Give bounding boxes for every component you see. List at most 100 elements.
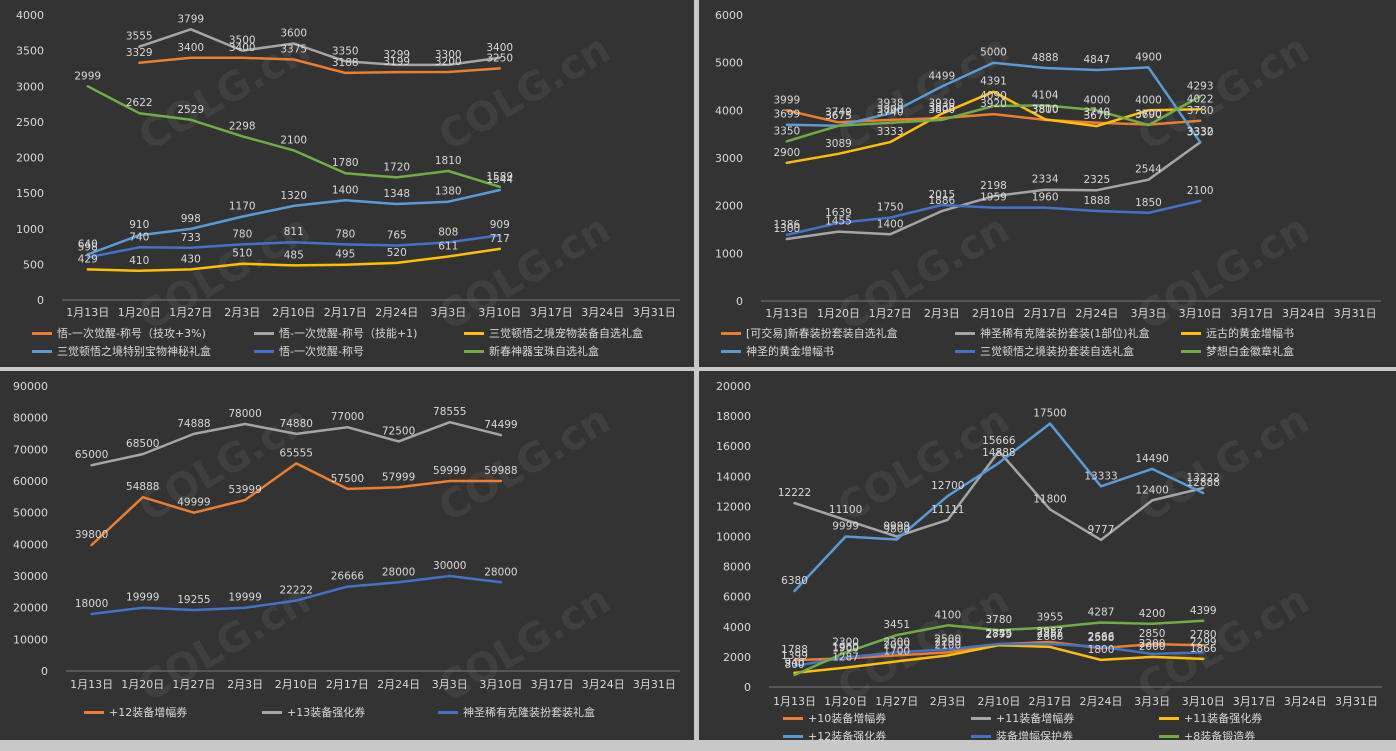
- x-tick-label: 1月27日: [869, 307, 912, 320]
- data-label: 3800: [877, 104, 904, 116]
- legend-swatch: [464, 331, 484, 335]
- data-label: 808: [438, 226, 458, 238]
- data-label: 2100: [934, 639, 961, 651]
- data-label: 9999: [832, 521, 859, 533]
- data-label: 2299: [934, 636, 961, 648]
- legend-item: 悟-一次觉醒-称号（技能+1): [254, 326, 417, 342]
- data-label: 3555: [126, 31, 153, 43]
- data-label: 3938: [877, 97, 904, 109]
- data-label: 2855: [986, 628, 1013, 640]
- x-tick-label: 1月20日: [121, 678, 164, 691]
- data-label: 2779: [986, 629, 1013, 641]
- data-label: 1399: [781, 650, 808, 662]
- x-tick-label: 1月20日: [118, 306, 161, 319]
- y-tick-label: 6000: [723, 591, 751, 604]
- y-tick-label: 18000: [716, 410, 751, 423]
- legend-swatch: [1181, 349, 1201, 353]
- data-label: 26666: [331, 571, 365, 583]
- x-tick-label: 2月17日: [324, 306, 367, 319]
- legend-item: 悟-一次觉醒-称号: [254, 344, 364, 360]
- data-label: 520: [387, 247, 407, 259]
- legend-swatch: [1181, 331, 1201, 335]
- data-label: 4104: [1032, 89, 1059, 101]
- legend-swatch: [438, 710, 458, 714]
- data-label: 57999: [382, 471, 415, 483]
- data-label: 3780: [986, 614, 1013, 626]
- chart-panel-bottom-left: COLG.cn COLG.cn COLG.cn COLG.cn 0 10000 20000 3…: [0, 371, 694, 740]
- data-label: 3451: [883, 619, 910, 631]
- data-label: 4000: [1135, 94, 1162, 106]
- data-label: 3600: [280, 28, 307, 40]
- chart-canvas: 0 1000 2000 3000 4000 5000 6000 1月13日 1月20日 1月27日…: [715, 9, 1381, 320]
- y-tick-label: 0: [41, 665, 48, 678]
- series-line-3: [785, 61, 1202, 144]
- data-label: 4847: [1083, 54, 1110, 66]
- x-tick-label: 3月24日: [582, 678, 625, 691]
- legend-label: 悟-一次觉醒-称号（技攻+3%): [57, 327, 206, 340]
- x-tick-label: 3月10日: [1179, 307, 1222, 320]
- x-tick-label: 2月3日: [224, 306, 260, 319]
- data-label: 3690: [1135, 109, 1162, 121]
- legend-swatch: [262, 710, 282, 714]
- data-label: 1700: [883, 645, 910, 657]
- series-line-0: [90, 462, 503, 547]
- legend: 悟-一次觉醒-称号（技攻+3%) 悟-一次觉醒-称号（技能+1) 三觉顿悟之境宠物装…: [0, 326, 694, 366]
- data-label: 4090: [980, 90, 1007, 102]
- x-tick-label: 3月10日: [479, 678, 522, 691]
- legend-item: +11装备增幅券: [971, 711, 1074, 727]
- series-line-4: [86, 233, 502, 259]
- y-tick-label: 4000: [723, 621, 751, 634]
- data-label: 2500: [934, 633, 961, 645]
- data-label: 3299: [383, 49, 410, 61]
- data-label: 1780: [332, 157, 359, 169]
- data-label: 2100: [280, 134, 307, 146]
- data-label: 811: [284, 226, 304, 238]
- data-label: 9800: [883, 524, 910, 536]
- data-label: 49999: [177, 497, 210, 509]
- x-tick-label: 1月27日: [172, 678, 215, 691]
- legend-label: 三觉顿悟之境宠物装备自选礼盒: [489, 327, 643, 340]
- legend-swatch: [955, 349, 975, 353]
- data-label: 3188: [332, 57, 359, 69]
- data-label: 3780: [1187, 105, 1214, 117]
- data-label: 429: [78, 253, 98, 265]
- data-label: 3920: [980, 98, 1007, 110]
- data-label: 4499: [928, 71, 955, 83]
- data-label: 1544: [486, 174, 513, 186]
- x-tick-label: 2月3日: [930, 695, 966, 708]
- y-tick-label: 80000: [13, 412, 48, 425]
- y-tick-label: 3000: [16, 80, 44, 93]
- data-label: 22222: [280, 585, 313, 597]
- data-label: 59999: [433, 465, 466, 477]
- data-label: 3089: [825, 138, 852, 150]
- legend-item: +8装备锻造券: [1159, 729, 1255, 745]
- y-tick-label: 4000: [715, 104, 743, 117]
- data-label: 4022: [1187, 93, 1214, 105]
- data-label: 3350: [773, 125, 800, 137]
- x-tick-label: 1月13日: [765, 307, 808, 320]
- data-label: 17500: [1033, 408, 1066, 420]
- data-label: 2099: [883, 639, 910, 651]
- data-label: 1400: [877, 218, 904, 230]
- data-label: 11100: [829, 504, 862, 516]
- data-label: 740: [129, 231, 149, 243]
- y-tick-label: 30000: [13, 570, 48, 583]
- series-line-4: [785, 199, 1202, 237]
- data-label: 3333: [877, 126, 904, 138]
- y-tick-label: 2000: [723, 651, 751, 664]
- y-tick-label: 60000: [13, 475, 48, 488]
- legend-label: +10装备增幅券: [808, 712, 887, 725]
- data-label: 3400: [229, 42, 256, 54]
- x-tick-label: 3月24日: [1282, 307, 1325, 320]
- data-label: 14490: [1135, 453, 1168, 465]
- y-tick-label: 2500: [16, 116, 44, 129]
- data-label: 2544: [1135, 164, 1162, 176]
- legend-item: [可交易]新春装扮套装自选礼盒: [721, 326, 898, 342]
- legend-label: +11装备强化券: [1184, 712, 1263, 725]
- legend-item: +12装备强化券: [783, 729, 886, 745]
- data-label: 15666: [982, 435, 1016, 447]
- x-tick-label: 3月24日: [581, 306, 624, 319]
- data-label: 2850: [1139, 628, 1166, 640]
- data-label: 3250: [486, 52, 513, 64]
- x-tick-label: 3月10日: [1182, 695, 1225, 708]
